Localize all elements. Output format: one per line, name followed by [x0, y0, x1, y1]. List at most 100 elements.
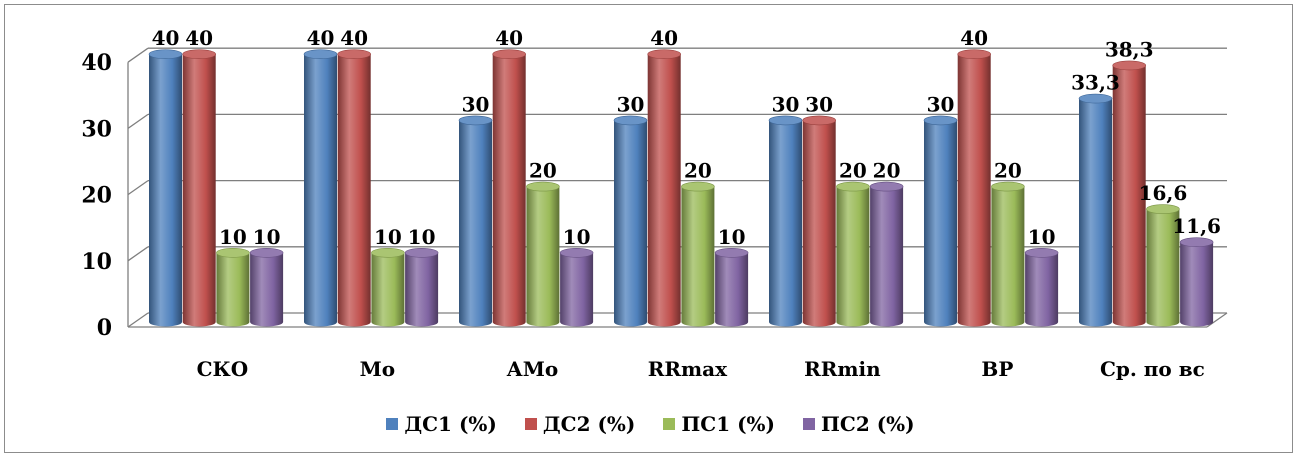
y-tick-label: 20	[81, 183, 112, 209]
bar	[1179, 237, 1214, 327]
data-label: 40	[495, 26, 523, 50]
data-label: 10	[374, 225, 402, 249]
bar	[714, 248, 749, 327]
bar-body	[1180, 242, 1214, 327]
bar	[957, 49, 992, 327]
bar-body	[924, 120, 957, 327]
bar	[526, 181, 560, 327]
bar-top	[869, 181, 904, 192]
bar-body	[216, 252, 250, 327]
bar	[768, 115, 803, 327]
y-axis-ticks: 0 10 20 30 40	[81, 50, 112, 341]
bar	[1024, 248, 1059, 327]
bar	[148, 49, 183, 327]
bar	[492, 49, 527, 327]
data-label: 20	[839, 159, 867, 183]
bar	[991, 181, 1025, 327]
bar-top	[836, 181, 870, 192]
bar-top	[613, 115, 648, 126]
bar-top	[768, 115, 803, 126]
floor-right-edge	[1206, 312, 1228, 328]
bar	[182, 49, 216, 327]
bar-top	[148, 49, 183, 60]
data-label: 20	[873, 159, 901, 183]
legend-swatch-ps2	[803, 418, 816, 430]
legend-label-ps2: ПС2 (%)	[821, 412, 915, 436]
bar-top	[923, 115, 958, 126]
data-label: 40	[960, 26, 988, 50]
bar-body	[405, 252, 439, 327]
bar-body	[769, 120, 802, 327]
bar-body	[560, 252, 594, 327]
data-label: 10	[563, 225, 591, 249]
x-category-label: RRmin	[804, 357, 881, 381]
bar-top	[802, 115, 837, 126]
legend-swatch-ps1	[663, 418, 676, 430]
data-label: 40	[307, 26, 335, 50]
data-label: 20	[684, 159, 712, 183]
bar-body	[492, 54, 526, 327]
bar-top	[526, 181, 560, 192]
legend-label-ps1: ПС1 (%)	[681, 412, 776, 436]
bar	[613, 115, 648, 327]
bar-top	[371, 248, 405, 258]
data-label: 30	[927, 92, 955, 116]
bar-body	[371, 252, 405, 327]
bar-top	[1078, 93, 1113, 104]
bar-body	[337, 54, 371, 327]
bar-top	[714, 248, 749, 258]
bar-top	[681, 181, 715, 192]
bar	[802, 115, 837, 327]
bar	[216, 248, 250, 327]
data-label: 40	[152, 26, 180, 50]
bar-body	[715, 252, 749, 327]
y-tick-label: 30	[81, 116, 112, 142]
bar-body	[957, 54, 991, 327]
bar-top	[303, 49, 338, 60]
legend-swatch-ds2	[524, 418, 537, 430]
bar	[303, 49, 338, 327]
data-label: 40	[340, 26, 368, 50]
bar	[337, 49, 372, 327]
bar	[1078, 93, 1113, 327]
bar	[647, 49, 682, 327]
legend-label-ds2: ДС2 (%)	[542, 412, 636, 436]
x-category-label: Ср. по вс	[1100, 357, 1205, 381]
legend-item-ds1: ДС1 (%)	[386, 412, 497, 436]
data-label: 38,3	[1105, 37, 1154, 61]
bar-body	[870, 186, 904, 327]
data-label: 30	[462, 92, 490, 116]
bar	[1112, 60, 1146, 327]
bar	[869, 181, 904, 327]
gridline-diag	[127, 312, 149, 328]
legend-swatch-ds1	[386, 418, 399, 430]
bar	[371, 248, 405, 327]
data-label: 30	[772, 92, 800, 116]
gridline-diag	[127, 47, 149, 63]
x-category-label: АМо	[507, 357, 559, 381]
bar	[681, 181, 715, 327]
bar-top	[1112, 60, 1146, 71]
bar-body	[614, 120, 647, 327]
bar-top	[957, 49, 992, 60]
bar-top	[559, 248, 594, 258]
gridline-diag	[127, 246, 149, 262]
bar-body	[802, 120, 836, 327]
bar-body	[1146, 209, 1180, 327]
data-label: 20	[994, 159, 1022, 183]
data-label: 10	[219, 225, 247, 249]
bar	[458, 115, 493, 327]
data-label: 40	[185, 26, 213, 50]
bar-top	[458, 115, 493, 126]
bars	[148, 49, 1214, 327]
data-label: 10	[253, 225, 281, 249]
data-label: 40	[650, 26, 678, 50]
x-category-label: Мо	[360, 357, 395, 381]
bar-top	[1024, 248, 1059, 258]
bar-top	[647, 49, 682, 60]
data-label: 33,3	[1071, 71, 1120, 95]
data-label: 16,6	[1139, 181, 1188, 205]
bar-top	[492, 49, 527, 60]
x-category-label: ВР	[981, 357, 1013, 381]
bar-top	[337, 49, 372, 60]
